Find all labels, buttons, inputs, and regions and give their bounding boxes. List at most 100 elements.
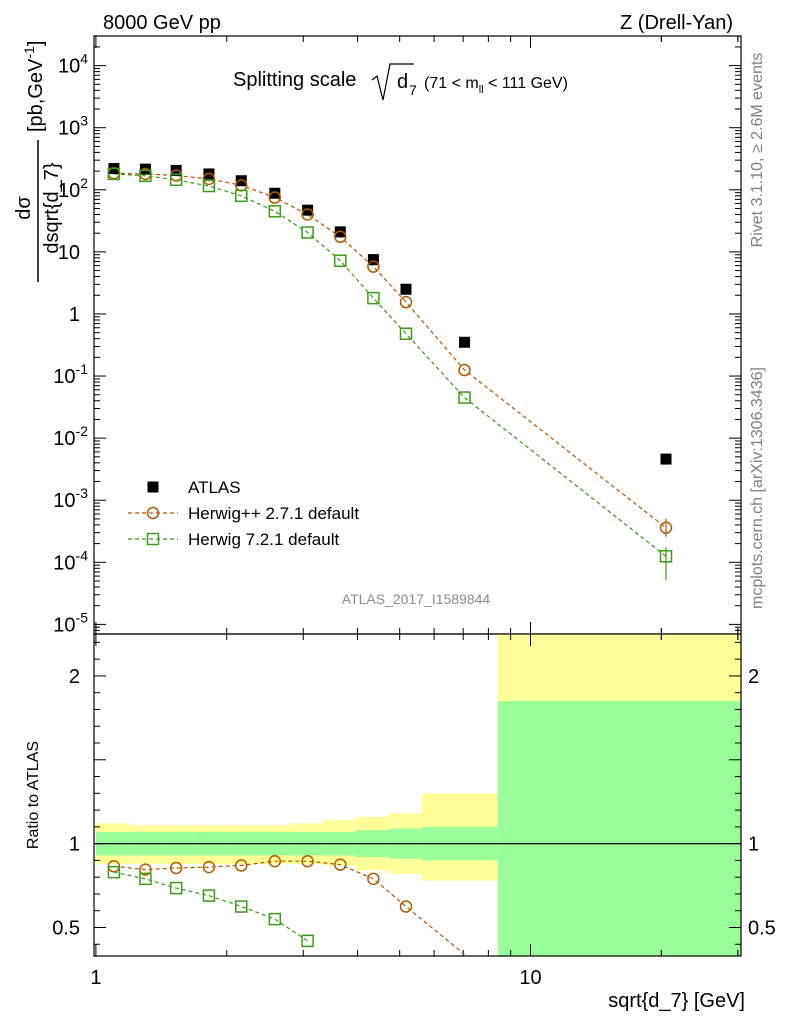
ratio-y-tick-label: 2: [69, 666, 80, 688]
ratio-y-tick-label: 1: [69, 834, 80, 856]
ratio-panel: 1 10 0.5 0.5 1 1 2 2: [52, 633, 776, 989]
data-point: [367, 254, 379, 266]
ratio-y-label: Ratio to ATLAS: [25, 741, 42, 849]
y-tick-label: 10: [58, 242, 80, 264]
data-point: [139, 169, 152, 183]
legend-marker: [146, 532, 160, 546]
data-point: [660, 453, 672, 465]
data-point: [334, 254, 347, 267]
data-point: [235, 175, 247, 187]
data-point: [458, 391, 471, 404]
y-tick-label: 1: [69, 304, 80, 326]
ratio-y-tick-label-right: 0.5: [748, 917, 776, 939]
legend: ATLAS Herwig++ 2.7.1 default Herwig 7.2.1 …: [128, 478, 359, 549]
y-label-unit-sup: -1: [21, 46, 37, 59]
header-left: 8000 GeV pp: [103, 12, 221, 34]
y-tick-label: 103: [58, 113, 88, 140]
ratio-point: [169, 881, 183, 895]
x-tick-label: 10: [519, 967, 541, 989]
ratio-point: [268, 912, 282, 926]
ratio-series-group: [107, 854, 465, 955]
ratio-frame: [93, 633, 742, 957]
data-point: [367, 260, 380, 273]
plot-title-subscript: 7: [409, 82, 417, 98]
uncertainty-band-inner: [497, 701, 741, 956]
data-point: [458, 363, 471, 377]
data-point: [302, 204, 314, 216]
ratio-point: [334, 858, 347, 871]
y-tick-label: 102: [58, 175, 88, 202]
ratio-point: [301, 934, 314, 948]
y-tick-label: 104: [58, 51, 88, 78]
ratio-point: [107, 865, 121, 879]
data-point: [269, 187, 281, 199]
plot-title-cut-sub: ll: [479, 84, 484, 96]
ratio-point: [139, 872, 152, 886]
ratio-point: [367, 872, 380, 886]
ratio-point: [301, 854, 314, 868]
plot-title: Splitting scale d 7 (71 < mll < 111 GeV): [233, 63, 568, 101]
x-tick-label: 1: [90, 967, 101, 989]
data-point: [169, 173, 183, 187]
y-tick-label: 10-4: [53, 547, 88, 574]
ratio-y-tick-label-right: 2: [748, 666, 759, 688]
data-point: [399, 295, 413, 309]
y-tick-label: 10-3: [53, 485, 88, 512]
data-point: [301, 226, 314, 239]
legend-label: ATLAS: [188, 478, 241, 497]
ratio-series-line: [113, 860, 465, 955]
plot-title-cut: (71 < mll < 111 GeV): [424, 75, 568, 96]
data-point: [235, 189, 248, 203]
data-point: [459, 336, 471, 348]
legend-label: Herwig++ 2.7.1 default: [188, 504, 359, 523]
data-point: [400, 283, 412, 295]
ratio-point: [169, 861, 183, 875]
ratio-point: [235, 900, 248, 913]
x-axis-label: sqrt{d_7} [GeV]: [608, 990, 745, 1012]
ratio-y-tick-label: 0.5: [52, 917, 80, 939]
data-point: [268, 205, 282, 218]
data-point: [334, 230, 347, 244]
plot-title-cut-b: < 111 GeV): [484, 75, 568, 92]
plot-title-cut-a: (71 < m: [424, 75, 479, 92]
ratio-point: [268, 854, 282, 868]
data-point: [367, 291, 380, 305]
data-point: [301, 208, 314, 221]
plot-title-text: Splitting scale: [233, 69, 356, 91]
y-tick-label: 10-1: [53, 361, 88, 388]
data-point: [202, 172, 216, 186]
legend-marker: [146, 506, 160, 520]
series-line: [113, 172, 667, 529]
ratio-y-tick-label-right: 1: [748, 834, 759, 856]
data-point: [399, 327, 413, 341]
series-line: [113, 173, 667, 557]
ratio-point: [235, 859, 248, 872]
y-tick-label: 10-5: [53, 609, 88, 636]
main-panel: 10-5 10-4 10-3 10-2 10-1 1 10 102 103 104: [53, 35, 742, 636]
ratio-point: [202, 860, 216, 874]
legend-label: Herwig 7.2.1 default: [188, 530, 339, 549]
rivet-label: Rivet 3.1.10, ≥ 2.6M events: [749, 53, 766, 248]
y-label-denominator: dsqrt{d_7}: [41, 162, 63, 254]
ratio-point: [202, 889, 216, 902]
data-point: [268, 191, 282, 204]
legend-marker: [147, 481, 159, 493]
y-label-unit-a: [pb,GeV: [25, 58, 47, 132]
sqrt-sign: [371, 63, 414, 101]
y-label-unit: [pb,GeV-1]: [21, 41, 47, 132]
ratio-point: [399, 900, 413, 913]
header-right: Z (Drell-Yan): [620, 12, 733, 34]
data-point: [659, 550, 673, 563]
ratio-point: [139, 863, 152, 876]
mcplots-label: mcplots.cern.ch [arXiv:1306.3436]: [749, 367, 766, 609]
ratio-series-line: [113, 871, 308, 942]
y-tick-label: 10-2: [53, 423, 88, 450]
analysis-watermark: ATLAS_2017_I1589844: [342, 591, 491, 607]
data-point: [202, 179, 216, 193]
y-label-unit-b: ]: [25, 41, 47, 47]
y-label-numerator: dσ: [13, 196, 35, 220]
data-point: [107, 167, 121, 181]
plot-title-symbol: d: [397, 71, 408, 93]
data-point: [659, 521, 673, 535]
